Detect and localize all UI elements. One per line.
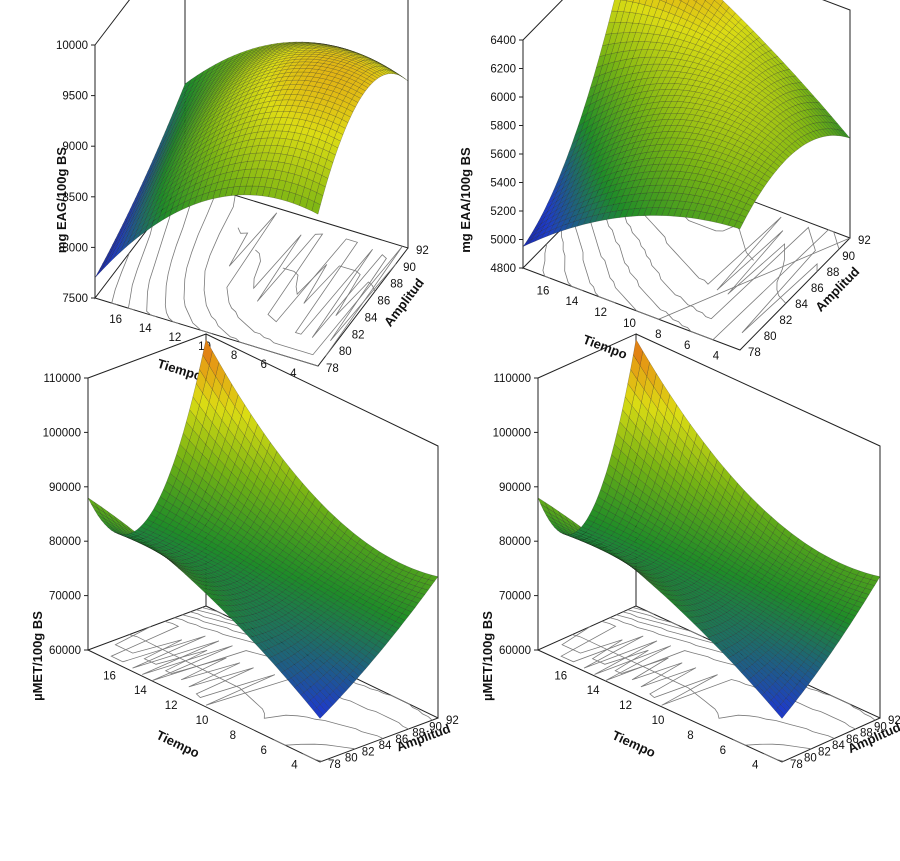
y-tick-label: 82	[362, 746, 375, 758]
x-tick-label: 6	[684, 340, 690, 352]
x-tick-label: 14	[139, 323, 152, 335]
contour-line	[203, 195, 319, 367]
contour-line	[111, 252, 130, 306]
x-tick-label: 6	[260, 745, 266, 757]
contour-line	[542, 243, 551, 279]
contour-line	[583, 206, 851, 320]
x-tick-label: 8	[231, 350, 237, 362]
floor-edge	[537, 649, 881, 763]
x-tick-label: 16	[109, 314, 122, 326]
response-surface	[94, 41, 409, 278]
y-tick-label: 78	[748, 347, 761, 359]
y-tick-label: 92	[858, 235, 871, 247]
y-tick-label: 82	[352, 329, 365, 341]
x-tick-label: 10	[196, 715, 209, 727]
surface-plot-1: 7500800085009000950010000161412108647880…	[54, 0, 429, 384]
surface-plot-3: 60000 70000 80000 90000 100000 110000 16 14 12 10…	[30, 333, 459, 772]
x-tick-label: 6	[261, 359, 267, 371]
x-tick-label: 10	[623, 318, 636, 330]
z-tick-label: 8000	[62, 242, 88, 254]
y-tick-label: 90	[842, 251, 855, 263]
surface-facet	[182, 78, 192, 91]
contour-line	[733, 739, 812, 750]
contour-line	[590, 198, 840, 341]
x-tick-label: 14	[565, 296, 578, 308]
z-tick-label: 6400	[490, 35, 516, 47]
z-tick-label: 80000	[49, 536, 81, 548]
z-tick-label: 70000	[49, 591, 81, 603]
surface-facet	[94, 266, 104, 278]
y-tick-label: 80	[764, 331, 777, 343]
x-tick-label: 8	[230, 730, 236, 742]
x-tick-label: 12	[165, 700, 178, 712]
contour-line	[627, 609, 679, 626]
x-tick-label: 12	[594, 307, 607, 319]
y-tick-label: 92	[416, 245, 429, 257]
x-tick-label: 4	[291, 760, 298, 772]
y-tick-label: 78	[328, 759, 341, 771]
y-tick-label: 80	[345, 753, 358, 765]
contour-line	[282, 264, 376, 316]
y-tick-label: 80	[339, 346, 352, 358]
z-tick-label: 5400	[490, 178, 516, 190]
z-tick-label: 100000	[43, 427, 81, 439]
z-tick-label: 60000	[49, 645, 81, 657]
contour-line	[572, 217, 616, 304]
floor-edge	[522, 237, 851, 351]
x-axis-label: Tiempo	[156, 356, 204, 384]
contour-line	[302, 753, 323, 762]
contour-line	[127, 221, 154, 311]
x-tick-label: 4	[713, 351, 720, 363]
x-tick-label: 12	[168, 332, 181, 344]
surface-plot-4: 6000070000800009000010000011000016141210…	[480, 333, 900, 772]
x-tick-label: 14	[134, 685, 147, 697]
x-tick-label: 16	[103, 670, 116, 682]
y-tick-label: 82	[779, 315, 792, 327]
x-tick-label: 16	[537, 285, 550, 297]
z-tick-label: 8500	[62, 192, 88, 204]
z-axis-label: mg EAA/100g BS	[458, 147, 473, 253]
contour-line	[226, 212, 403, 357]
y-tick-label: 86	[377, 296, 390, 308]
contour-line	[560, 228, 583, 291]
z-tick-label: 5200	[490, 206, 516, 218]
z-tick-label: 110000	[43, 373, 81, 385]
z-axis-label: µMET/100g BS	[30, 611, 45, 701]
z-tick-label: 5800	[490, 121, 516, 133]
z-axis-label: mg EAG/100g BS	[54, 147, 69, 254]
response-surface	[522, 0, 851, 248]
x-tick-label: 4	[290, 368, 297, 380]
y-tick-label: 78	[326, 363, 339, 375]
y-tick-label: 90	[403, 262, 416, 274]
z-tick-label: 7500	[62, 293, 88, 305]
z-tick-label: 6200	[490, 64, 516, 76]
x-axis-label: Tiempo	[154, 727, 202, 761]
z-tick-label: 5600	[490, 149, 516, 161]
z-tick-label: 5000	[490, 235, 516, 247]
response-surface	[87, 338, 439, 719]
surface-plot-2: 4800 5000 5200 5400 5600 5800 6000 6200 6400 16 14…	[458, 0, 871, 363]
contour-line	[273, 739, 356, 750]
z-tick-label: 90000	[49, 482, 81, 494]
y-tick-label: 88	[390, 279, 403, 291]
z-tick-label: 10000	[56, 40, 88, 52]
x-tick-label: 8	[655, 329, 661, 341]
back-wall-right	[184, 0, 409, 249]
y-tick-label: 84	[795, 299, 808, 311]
z-tick-label: 9000	[62, 141, 88, 153]
contour-line	[763, 753, 784, 762]
y-axis-label: Amplitud	[394, 721, 452, 755]
x-axis-label: Tiempo	[581, 332, 629, 362]
z-tick-label: 9500	[62, 91, 88, 103]
contour-line	[146, 193, 175, 318]
contour-line	[253, 233, 397, 341]
contour-line	[183, 186, 216, 335]
response-surface	[537, 338, 881, 719]
z-tick-label: 4800	[490, 263, 516, 275]
y-tick-label: 84	[365, 312, 378, 324]
z-tick-label: 6000	[490, 92, 516, 104]
y-tick-label: 84	[379, 740, 392, 752]
